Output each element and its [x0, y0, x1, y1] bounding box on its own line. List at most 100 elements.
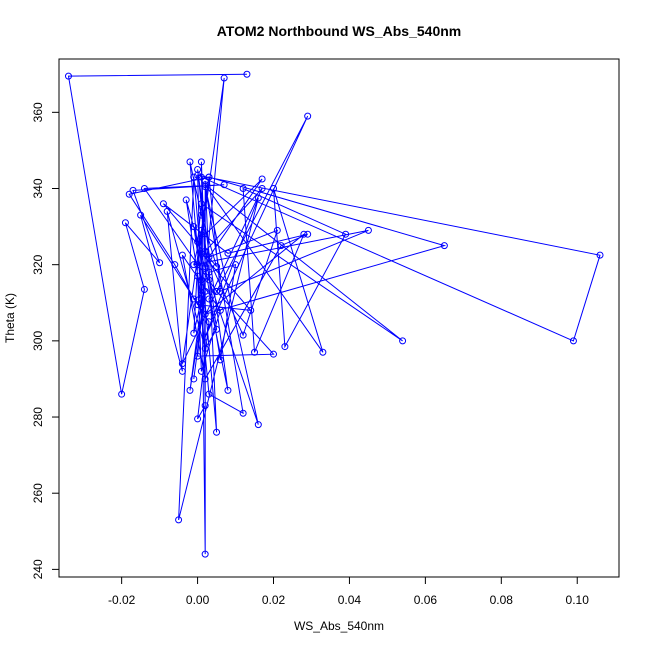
data-point — [137, 211, 145, 219]
data-point — [190, 261, 198, 269]
data-point — [270, 185, 278, 192]
data-point — [197, 291, 205, 299]
data-point — [201, 247, 209, 255]
data-point — [118, 390, 126, 398]
data-point — [239, 409, 247, 417]
y-tick-label: 340 — [31, 178, 45, 198]
data-point — [319, 348, 327, 356]
data-point — [300, 230, 308, 238]
data-point — [129, 186, 137, 194]
data-point — [197, 200, 205, 208]
x-tick-label: 0.08 — [490, 593, 514, 607]
data-point — [399, 337, 407, 345]
data-point — [159, 200, 167, 208]
data-point — [251, 348, 259, 356]
data-point — [197, 295, 205, 303]
data-point — [254, 194, 262, 202]
data-point — [224, 249, 232, 257]
data-point — [175, 516, 183, 524]
data-point — [171, 261, 179, 269]
data-point — [178, 367, 186, 375]
data-point — [213, 325, 221, 333]
x-tick-label: 0.10 — [566, 593, 590, 607]
y-tick-label: 260 — [31, 483, 45, 503]
data-point — [194, 415, 202, 423]
data-point — [258, 185, 266, 192]
data-point — [194, 238, 202, 246]
data-point — [213, 428, 221, 436]
y-tick-label: 280 — [31, 407, 45, 427]
data-point — [569, 337, 577, 345]
data-point — [156, 259, 164, 267]
data-point — [205, 318, 213, 326]
x-axis-label: WS_Abs_540nm — [294, 619, 384, 633]
data-point — [216, 356, 224, 364]
data-point — [201, 375, 209, 383]
data-point — [197, 303, 205, 311]
data-point — [342, 230, 350, 238]
data-point — [197, 276, 205, 284]
data-point — [304, 112, 312, 120]
data-point — [270, 350, 278, 358]
data-point — [201, 333, 209, 341]
y-axis: 240 260 280 300 320 340 360 — [31, 102, 60, 579]
data-point — [201, 310, 209, 318]
data-point — [190, 375, 198, 383]
data-point — [205, 295, 213, 303]
data-point — [205, 390, 213, 398]
data-point — [205, 276, 213, 284]
data-point — [201, 263, 209, 271]
y-tick-label: 240 — [31, 559, 45, 579]
data-point — [213, 263, 221, 271]
y-tick-label: 360 — [31, 102, 45, 122]
data-point — [201, 402, 209, 410]
data-point — [213, 287, 221, 295]
data-point — [220, 181, 228, 189]
x-tick-label: 0.06 — [414, 593, 438, 607]
data-point — [190, 295, 198, 303]
x-tick-label: 0.04 — [338, 593, 362, 607]
data-point — [64, 72, 72, 80]
data-point — [194, 261, 202, 269]
data-point — [232, 261, 240, 269]
data-point — [440, 242, 448, 250]
data-point — [194, 352, 202, 360]
data-point — [140, 185, 148, 192]
data-point — [194, 272, 202, 280]
data-point — [197, 249, 205, 257]
data-point — [281, 343, 289, 351]
data-point — [197, 367, 205, 375]
y-tick-label: 300 — [31, 331, 45, 351]
data-point — [596, 251, 604, 259]
data-point — [201, 550, 209, 558]
data-point — [224, 386, 232, 394]
chart-title: ATOM2 Northbound WS_Abs_540nm — [217, 23, 462, 39]
data-point — [201, 264, 209, 272]
data-point — [243, 70, 251, 78]
data-point — [190, 223, 198, 231]
data-point — [364, 226, 372, 234]
data-point — [163, 207, 171, 215]
data-point — [186, 386, 194, 394]
data-point — [178, 251, 186, 259]
data-point — [201, 287, 209, 295]
y-tick-label: 320 — [31, 254, 45, 274]
data-point — [197, 211, 205, 219]
x-tick-label: 0.02 — [262, 593, 286, 607]
data-point — [205, 253, 213, 261]
data-point — [273, 226, 281, 234]
data-point — [178, 360, 186, 368]
data-point — [247, 306, 255, 314]
data-point — [197, 226, 205, 234]
data-point — [205, 173, 213, 181]
x-axis: -0.02 0.00 0.02 0.04 0.06 0.08 0.10 — [108, 576, 590, 607]
data-point — [121, 219, 129, 227]
data-point — [201, 344, 209, 352]
data-point — [304, 230, 312, 238]
data-point — [205, 268, 213, 276]
data-point — [197, 158, 205, 166]
data-point — [125, 190, 133, 198]
data-point — [182, 196, 190, 204]
data-point — [254, 421, 262, 429]
